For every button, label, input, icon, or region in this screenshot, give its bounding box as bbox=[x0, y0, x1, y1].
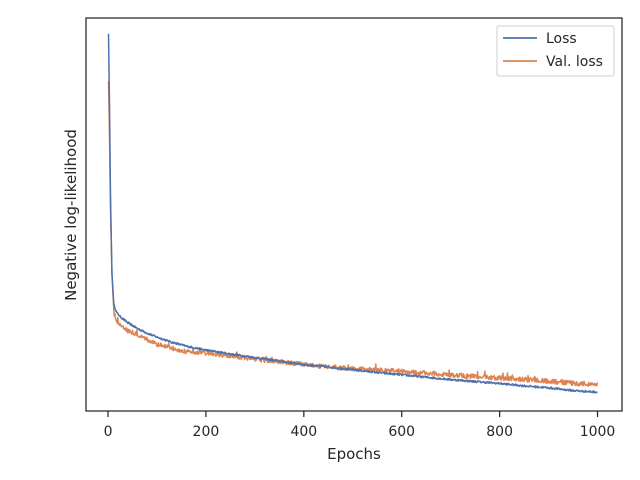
series-layer bbox=[107, 33, 599, 394]
x-tick-label: 600 bbox=[388, 424, 415, 440]
series-line-loss bbox=[107, 33, 598, 394]
y-axis-label: Negative log-likelihood bbox=[62, 129, 80, 301]
x-axis: 0 200 400 600 800 1000 bbox=[104, 411, 616, 440]
x-tick-label: 1000 bbox=[580, 424, 616, 440]
x-tick-label: 200 bbox=[193, 424, 220, 440]
x-tick-label: 400 bbox=[290, 424, 317, 440]
x-axis-label: Epochs bbox=[327, 445, 381, 463]
series-line-val-loss bbox=[107, 80, 599, 387]
legend-label-val-loss: Val. loss bbox=[546, 54, 603, 70]
x-tick-label: 0 bbox=[104, 424, 113, 440]
axes-frame bbox=[85, 17, 623, 412]
legend-label-loss: Loss bbox=[546, 31, 577, 47]
plot-area bbox=[86, 18, 622, 411]
legend: Loss Val. loss bbox=[496, 25, 615, 77]
x-tick-label: 800 bbox=[486, 424, 513, 440]
